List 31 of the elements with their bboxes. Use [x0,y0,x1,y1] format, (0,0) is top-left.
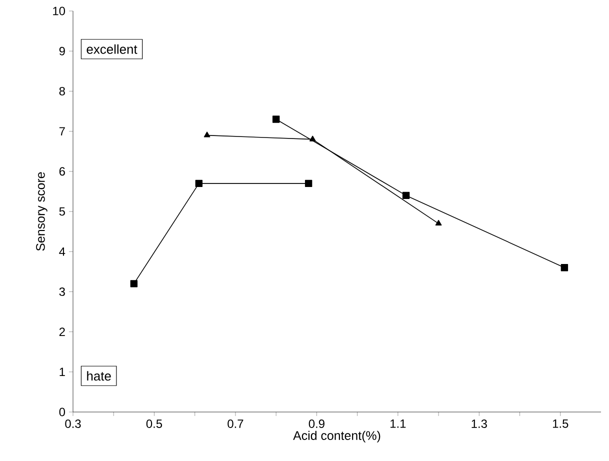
point [309,136,316,142]
x-tick-label: 1.3 [472,420,487,428]
y-tick-label: 8 [59,86,65,96]
y-tick-label: 0 [59,408,66,416]
x-tick-label: 0.3 [65,420,81,428]
x-tick-label: 1.1 [390,420,406,428]
point [435,220,442,226]
y-tick-label: 9 [59,46,65,56]
y-tick-label: 3 [59,287,65,296]
y-tick-label: 6 [59,167,65,176]
x-tick-label: 0.9 [308,420,324,428]
x-tick-label: 0.5 [146,420,162,428]
point [272,116,280,123]
point [402,192,410,200]
y-axis-title: Sensory score [36,172,48,251]
y-tick-label: 4 [59,247,66,256]
y-tick-label: 2 [59,328,65,336]
point [204,132,210,138]
x-axis-title: Acid content(%) [293,430,380,442]
annotation: hate [87,371,111,381]
point [304,180,312,188]
annotation: excellent [86,44,138,54]
point [195,180,203,188]
point [560,264,568,272]
x-tick-label: 1.5 [552,420,568,428]
x-tick-label: 0.7 [228,420,244,428]
y-tick-label: 7 [59,127,65,136]
point [130,280,138,288]
y-tick-label: 10 [53,6,66,16]
y-tick-label: 5 [59,207,65,216]
y-tick-label: 1 [60,368,65,376]
